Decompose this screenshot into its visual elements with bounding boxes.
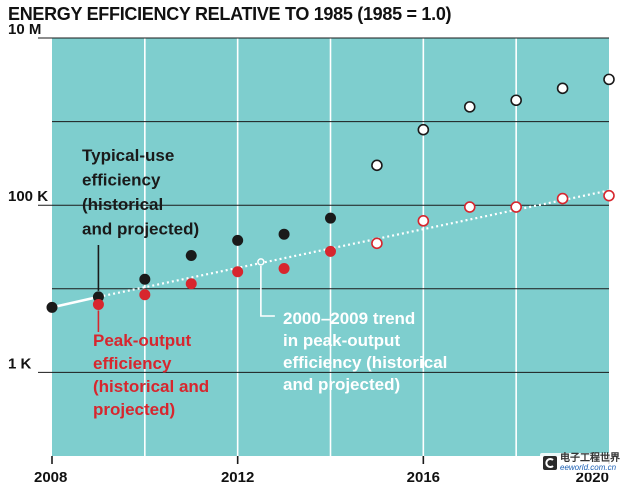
point-series2-2011 (185, 278, 197, 290)
x-tick-label-2020: 2020 (576, 469, 609, 486)
point-series1-2020 (603, 73, 615, 86)
chart-title: ENERGY EFFICIENCY RELATIVE TO 1985 (1985… (8, 4, 452, 24)
annotation-peak-line-3: (historical and (93, 377, 209, 396)
data-points (46, 73, 615, 313)
point-series2-2013 (278, 262, 290, 274)
annotation-typical: Typical-use efficiency (historical and proj… (82, 146, 199, 239)
annotation-peak: Peak-output efficiency (historical and proj… (93, 331, 209, 419)
annotation-trend-line-1: 2000–2009 trend (283, 309, 415, 328)
point-series3-2018 (510, 201, 522, 213)
watermark: 电子工程世界 eeworld.com.cn (540, 453, 623, 473)
point-series2-2014 (325, 245, 336, 257)
eeworld-logo-icon (543, 456, 557, 470)
annotation-trend: 2000–2009 trend in peak-output efficiency … (283, 309, 447, 394)
point-series0-2010 (139, 273, 151, 285)
x-tick-label-2012: 2012 (221, 469, 254, 486)
point-series0-2008 (46, 301, 58, 313)
annotation-peak-line-4: projected) (93, 400, 175, 419)
point-series1-2019 (556, 82, 569, 95)
annotation-typical-line-4: and projected) (82, 220, 199, 239)
watermark-url-text: eeworld.com.cn (560, 463, 617, 472)
annotation-trend-line-4: and projected) (283, 375, 400, 394)
trend-line-dotted (98, 189, 610, 298)
trend-line-solid (51, 295, 99, 309)
point-series3-2019 (556, 192, 569, 205)
point-series0-2013 (278, 228, 290, 240)
point-series1-2018 (510, 94, 522, 107)
point-series3-2015 (371, 237, 383, 250)
axis-tick-labels: 2008 2012 2016 2020 1 K 100 K 10 M (8, 21, 609, 486)
point-series1-2016 (417, 123, 430, 136)
leader-trend (260, 265, 275, 317)
annotation-typical-line-1: Typical-use (82, 146, 174, 165)
annotation-peak-line-2: efficiency (93, 354, 172, 373)
annotation-typical-line-3: (historical (82, 195, 163, 214)
trend-marker (257, 258, 265, 266)
point-series1-2015 (371, 159, 383, 172)
point-series0-2011 (185, 250, 197, 262)
annotation-trend-line-3: efficiency (historical (283, 353, 447, 372)
annotations: Typical-use efficiency (historical and proj… (82, 146, 447, 419)
point-series0-2014 (325, 212, 336, 224)
watermark-chinese-text: 电子工程世界 (560, 453, 620, 464)
point-series3-2016 (417, 215, 430, 227)
y-tick-label-10M: 10 M (8, 21, 41, 38)
annotation-peak-line-1: Peak-output (93, 331, 192, 350)
y-tick-label-100K: 100 K (8, 188, 48, 205)
point-series2-2012 (232, 266, 244, 278)
x-tick-label-2016: 2016 (407, 469, 440, 486)
point-series3-2017 (463, 201, 476, 213)
point-series2-2009 (92, 298, 104, 310)
point-series0-2012 (232, 234, 244, 246)
x-tick-label-2008: 2008 (34, 469, 67, 486)
y-tick-label-1K: 1 K (8, 355, 32, 372)
point-series1-2017 (463, 101, 476, 113)
point-series2-2010 (139, 289, 151, 301)
point-series3-2020 (603, 189, 615, 202)
annotation-leaders (97, 245, 275, 332)
annotation-typical-line-2: efficiency (82, 171, 161, 190)
trend-line-group (51, 189, 610, 309)
annotation-trend-line-2: in peak-output (283, 331, 400, 350)
